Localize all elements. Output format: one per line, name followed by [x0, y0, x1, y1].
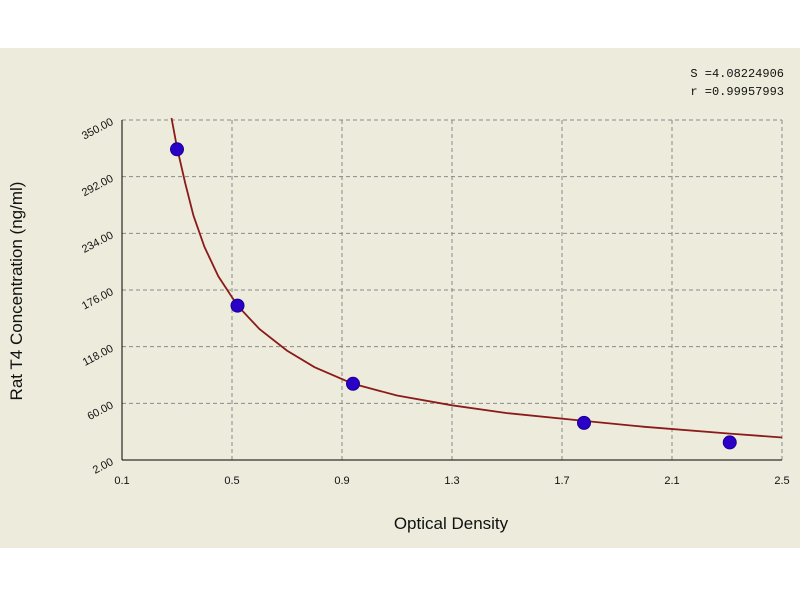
x-tick-label: 2.1 [664, 475, 679, 487]
data-point [346, 376, 360, 391]
y-tick-label: 176.00 [80, 286, 115, 312]
data-point [722, 435, 737, 450]
y-axis-title: Rat T4 Concentration (ng/ml) [7, 182, 26, 401]
fit-curve [170, 117, 783, 439]
data-point [170, 142, 184, 157]
x-tick-label: 0.9 [334, 475, 349, 487]
data-point [230, 298, 245, 313]
y-tick-label: 118.00 [81, 343, 116, 369]
y-tick-label: 292.00 [80, 173, 115, 199]
data-point [577, 415, 591, 430]
x-tick-label: 0.5 [224, 475, 239, 487]
data-points [170, 142, 737, 450]
chart-panel: 2.00 60.00 118.00 176.00 234.00 292.00 350.00 … [0, 48, 800, 548]
x-tick-label: 1.3 [444, 475, 459, 487]
axes [121, 120, 782, 461]
y-tick-label: 350.00 [80, 116, 115, 142]
x-axis-title: Optical Density [394, 514, 509, 533]
x-tick-label: 0.1 [114, 475, 129, 487]
y-tick-label: 60.00 [85, 399, 115, 423]
grid [122, 119, 783, 460]
stat-s: S =4.08224906 [690, 67, 784, 81]
x-tick-labels: 0.1 0.5 0.9 1.3 1.7 2.1 2.5 [114, 475, 789, 487]
x-tick-label: 1.7 [554, 475, 569, 487]
y-tick-labels: 2.00 60.00 118.00 176.00 234.00 292.00 350.00 [80, 116, 115, 477]
stat-r: r =0.99957993 [690, 85, 784, 99]
x-tick-label: 2.5 [774, 475, 789, 487]
y-tick-label: 234.00 [80, 229, 115, 255]
y-tick-label: 2.00 [91, 456, 116, 477]
standard-curve-chart: 2.0060.00118.00176.00234.00292.00350.00 … [7, 67, 790, 533]
